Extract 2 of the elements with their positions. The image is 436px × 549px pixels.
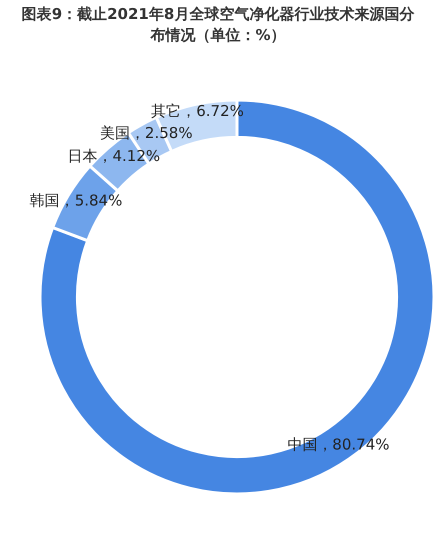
slice-label: 美国，2.58% bbox=[100, 124, 193, 142]
chart-title: 图表9：截止2021年8月全球空气净化器行业技术来源国分布情况（单位：%） bbox=[20, 4, 416, 46]
